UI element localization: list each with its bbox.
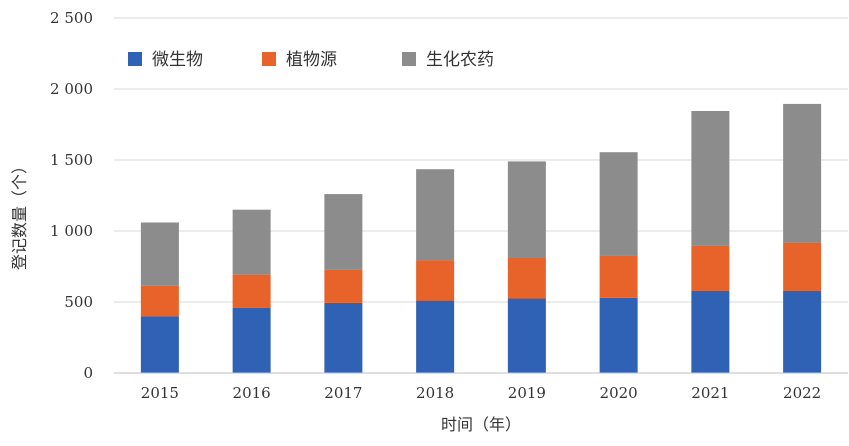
- bar-segment: [232, 209, 271, 275]
- bar-segment: [232, 274, 271, 308]
- x-tick-label: 2016: [233, 384, 271, 402]
- bar-segment: [416, 300, 455, 373]
- bar-segment: [324, 194, 363, 270]
- bar-segment: [507, 298, 546, 373]
- bar-segment: [507, 161, 546, 258]
- bar-segment: [599, 152, 638, 256]
- x-tick-label: 2021: [691, 384, 729, 402]
- legend: 微生物 植物源 生化农药: [128, 50, 494, 70]
- bar-segment: [416, 169, 455, 261]
- legend-swatch: [402, 52, 416, 66]
- y-tick-label: 0: [83, 364, 93, 382]
- bars: [140, 103, 822, 373]
- axes: 0 500 1 000 1 500 2 000 2 500 2015 2016 2017 2018…: [50, 9, 848, 402]
- bar-segment: [140, 285, 179, 317]
- x-tick-label: 2017: [324, 384, 362, 402]
- x-axis-title: 时间（年）: [441, 415, 521, 434]
- x-tick-label: 2015: [141, 384, 179, 402]
- bar-segment: [783, 290, 822, 373]
- bar-segment: [599, 255, 638, 298]
- x-tick-label: 2020: [600, 384, 638, 402]
- bar-segment: [783, 242, 822, 291]
- x-tick-label: 2022: [783, 384, 821, 402]
- bar-segment: [691, 290, 730, 373]
- legend-swatch: [262, 52, 276, 66]
- legend-label: 植物源: [286, 50, 337, 70]
- legend-swatch: [128, 52, 142, 66]
- y-tick-label: 1 500: [50, 151, 93, 169]
- bar-segment: [783, 103, 822, 243]
- bar-segment: [599, 297, 638, 373]
- bar-segment: [324, 302, 363, 373]
- legend-item: 微生物: [128, 50, 203, 70]
- y-tick-label: 2 000: [50, 80, 93, 98]
- bar-segment: [140, 316, 179, 373]
- legend-item: 生化农药: [402, 50, 494, 70]
- y-axis-title: 登记数量（个）: [10, 158, 29, 270]
- bar-segment: [232, 307, 271, 373]
- legend-item: 植物源: [262, 50, 337, 70]
- y-tick-label: 2 500: [50, 9, 93, 27]
- bar-segment: [507, 257, 546, 299]
- bar-segment: [691, 111, 730, 246]
- bar-segment: [324, 269, 363, 303]
- bar-segment: [691, 245, 730, 291]
- y-tick-label: 1 000: [50, 222, 93, 240]
- x-tick-label: 2018: [416, 384, 454, 402]
- legend-label: 生化农药: [426, 50, 494, 70]
- x-tick-label: 2019: [508, 384, 546, 402]
- legend-label: 微生物: [152, 50, 203, 70]
- bar-segment: [416, 260, 455, 301]
- bar-segment: [140, 222, 179, 286]
- y-tick-label: 500: [64, 293, 93, 311]
